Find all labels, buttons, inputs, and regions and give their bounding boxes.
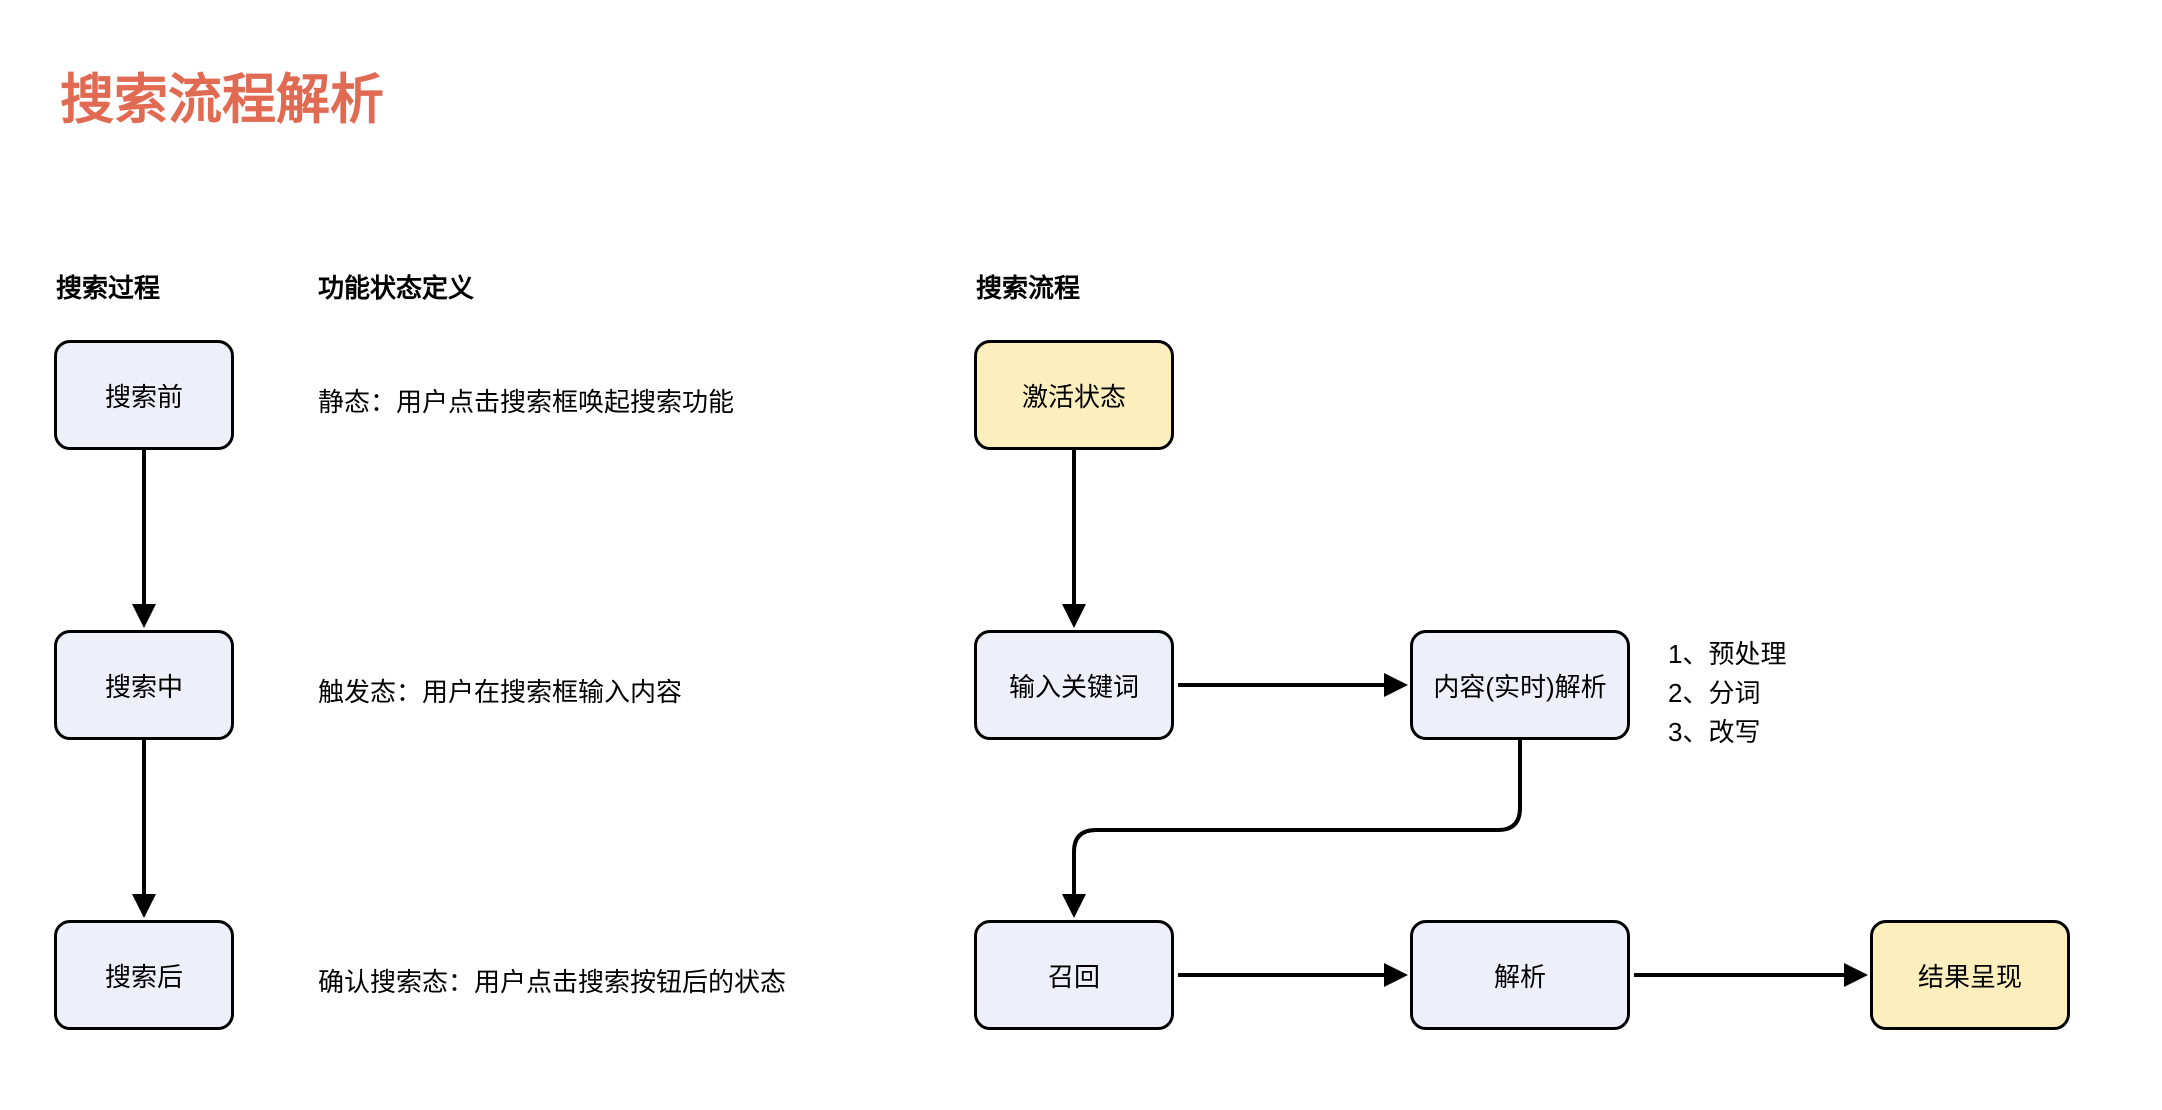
note-line: 1、预处理 [1668, 635, 1786, 674]
node-label: 内容(实时)解析 [1433, 667, 1606, 704]
header-search-flow: 搜索流程 [976, 268, 1080, 305]
header-search-process: 搜索过程 [56, 268, 160, 305]
header-state-definition: 功能状态定义 [318, 268, 474, 305]
note-line: 2、分词 [1668, 674, 1786, 713]
node-label: 搜索后 [105, 957, 183, 994]
node-label: 搜索中 [105, 667, 183, 704]
node-label: 解析 [1494, 957, 1546, 994]
node-label: 召回 [1048, 957, 1100, 994]
node-result: 结果呈现 [1870, 920, 2070, 1030]
node-analyze: 解析 [1410, 920, 1630, 1030]
node-input-keyword: 输入关键词 [974, 630, 1174, 740]
desc-confirm: 确认搜索态：用户点击搜索按钮后的状态 [318, 962, 786, 999]
node-label: 输入关键词 [1009, 667, 1139, 704]
node-search-after: 搜索后 [54, 920, 234, 1030]
node-label: 搜索前 [105, 377, 183, 414]
node-active-state: 激活状态 [974, 340, 1174, 450]
note-line: 3、改写 [1668, 713, 1786, 752]
node-label: 结果呈现 [1918, 957, 2022, 994]
node-search-before: 搜索前 [54, 340, 234, 450]
desc-trigger: 触发态：用户在搜索框输入内容 [318, 672, 682, 709]
node-realtime-parse: 内容(实时)解析 [1410, 630, 1630, 740]
parse-notes: 1、预处理 2、分词 3、改写 [1668, 635, 1786, 752]
page-title: 搜索流程解析 [60, 55, 384, 134]
desc-static: 静态：用户点击搜索框唤起搜索功能 [318, 382, 734, 419]
node-label: 激活状态 [1022, 377, 1126, 414]
node-search-during: 搜索中 [54, 630, 234, 740]
node-recall: 召回 [974, 920, 1174, 1030]
